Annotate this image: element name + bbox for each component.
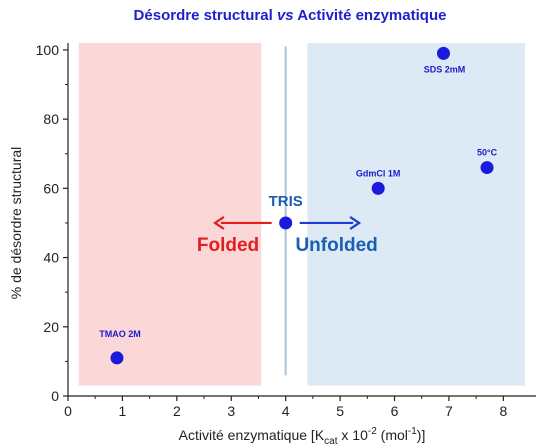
y-tick-label: 20 [43,319,59,335]
folded-label: Folded [197,235,259,256]
x-axis-label-part: -2 [368,426,377,437]
data-point [436,46,450,60]
annotation-layer: Folded Unfolded [197,216,378,256]
chart-title: Désordre structural vs Activité enzymati… [134,7,447,24]
data-point [110,351,124,365]
x-tick-label: 2 [173,403,181,419]
x-axis-label-part: (mol [377,427,408,443]
unfolded-label: Unfolded [295,235,377,256]
data-point [371,181,385,195]
region-unfolded [307,43,526,386]
x-tick-label: 8 [499,403,507,419]
y-tick-label: 40 [43,250,59,266]
x-axis-label-part: x 10 [338,427,369,443]
point-label: 50°C [477,148,498,158]
data-point [279,216,293,230]
region-layer [78,43,526,386]
y-tick-label: 100 [36,42,60,58]
x-tick-label: 6 [391,403,399,419]
y-tick-label: 80 [43,111,59,127]
region-folded [78,43,262,386]
x-axis-label-part: )] [417,427,426,443]
x-tick-label: 7 [445,403,453,419]
y-axis-label: % de désordre structural [8,147,24,300]
x-axis-label-part: cat [324,436,338,447]
y-tick-label: 0 [51,388,59,404]
x-axis-label: Activité enzymatique [Kcat x 10-2 (mol-1… [179,426,426,447]
data-point [480,161,494,175]
point-label: TRIS [269,193,303,210]
point-label: SDS 2mM [424,64,466,74]
x-tick-label: 0 [64,403,72,419]
x-tick-label: 5 [336,403,344,419]
x-tick-label: 4 [282,403,290,419]
points-layer: TMAO 2M TRIS GdmCl 1M SDS 2mM 50°C [99,46,498,365]
x-axis-label-part: Activité enzymatique [K [179,427,325,443]
x-tick-label: 3 [227,403,235,419]
x-axis-label-part: -1 [408,426,417,437]
folded-arrowhead-icon [212,216,225,230]
chart-title-part: Activité enzymatique [294,7,447,24]
unfolded-arrowhead-icon [349,216,362,230]
x-tick-label: 1 [119,403,127,419]
point-label: TMAO 2M [99,329,141,339]
y-tick-label: 60 [43,180,59,196]
chart-title-part: Désordre structural [134,7,277,24]
point-label: GdmCl 1M [356,168,401,178]
chart-title-part-italic: vs [277,7,294,24]
